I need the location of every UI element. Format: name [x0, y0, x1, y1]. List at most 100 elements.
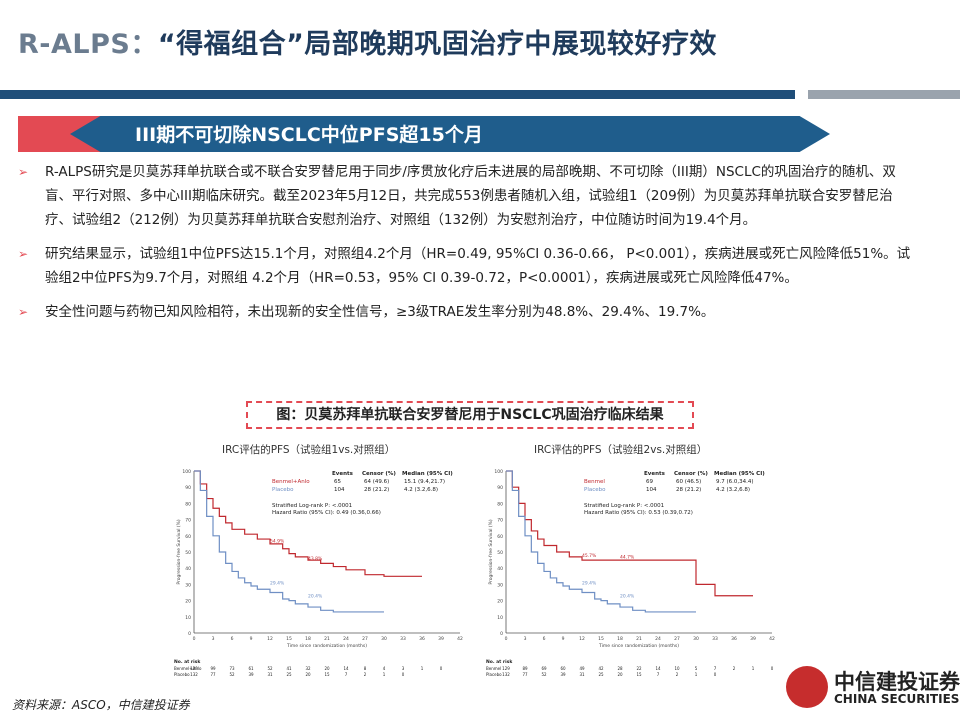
bullet-item: ➢ R-ALPS研究是贝莫苏拜单抗联合或不联合安罗替尼用于同步/序贯放化疗后未进… [18, 160, 918, 232]
table-header: Median (95% CI) [402, 471, 453, 477]
at-risk-value: 32 [305, 666, 311, 671]
table-header: Events [332, 471, 354, 477]
title-text: “得福组合”局部晚期巩固治疗中展现较好疗效 [157, 29, 717, 60]
y-tick-label: 10 [185, 615, 191, 621]
at-risk-value: 42 [598, 666, 604, 671]
at-risk-value: 89 [522, 666, 528, 671]
at-risk-value: 1 [421, 666, 424, 671]
bullet-text: 安全性问题与药物已知风险相符，未出现新的安全性信号，≥3级TRAE发生率分别为4… [45, 304, 715, 320]
table-header: Events [644, 471, 666, 477]
annotation-label: 43.8% [308, 556, 323, 562]
at-risk-value: 1 [383, 672, 386, 677]
annotation-label: 54.9% [270, 538, 285, 544]
at-risk-value: 41 [286, 666, 292, 671]
x-tick-label: 3 [524, 636, 527, 642]
annotation-label: 45.7% [582, 553, 597, 559]
x-tick-label: 3 [212, 636, 215, 642]
at-risk-value: 14 [343, 666, 349, 671]
x-tick-label: 15 [598, 636, 604, 642]
x-tick-label: 6 [231, 636, 234, 642]
km-curve-0 [194, 470, 422, 577]
at-risk-value: 69 [541, 666, 547, 671]
x-tick-label: 24 [343, 636, 349, 642]
x-tick-label: 36 [419, 636, 425, 642]
table-cell: 60 (46.5) [676, 479, 701, 485]
y-tick-label: 30 [185, 582, 191, 588]
at-risk-value: 20 [305, 672, 311, 677]
x-tick-label: 6 [543, 636, 546, 642]
at-risk-value: 31 [267, 672, 273, 677]
y-tick-label: 60 [497, 534, 503, 540]
at-risk-value: 2 [733, 666, 736, 671]
table-header: Censor (%) [674, 471, 708, 477]
y-tick-label: 50 [185, 550, 191, 556]
at-risk-value: 15 [324, 672, 330, 677]
at-risk-value: 20 [324, 666, 330, 671]
logo-en-text: CHINA SECURITIES [834, 692, 960, 706]
y-tick-label: 40 [497, 566, 503, 572]
at-risk-value: 77 [522, 672, 528, 677]
x-axis-label: Time since randomization (months) [286, 643, 367, 649]
km-chart-2: IRC评估的PFS（试验组2vs.对照组）0102030405060708090… [486, 443, 775, 677]
at-risk-value: 2 [676, 672, 679, 677]
ribbon-label: III期不可切除NSCLC中位PFS超15个月 [135, 124, 483, 146]
annotation-label: 20.4% [308, 593, 323, 599]
y-tick-label: 100 [182, 469, 191, 475]
x-tick-label: 24 [655, 636, 661, 642]
y-tick-label: 100 [494, 469, 503, 475]
at-risk-value: 39 [248, 672, 254, 677]
chart-title: IRC评估的PFS（试验组1vs.对照组） [222, 443, 395, 456]
x-tick-label: 15 [286, 636, 292, 642]
at-risk-value: 1 [695, 672, 698, 677]
x-tick-label: 21 [324, 636, 330, 642]
y-tick-label: 90 [497, 485, 503, 491]
at-risk-value: 77 [210, 672, 216, 677]
km-curve-0 [506, 470, 753, 597]
x-tick-label: 39 [750, 636, 756, 642]
at-risk-value: 52 [229, 672, 235, 677]
at-risk-value: 0 [771, 666, 774, 671]
at-risk-value: 129 [190, 666, 198, 671]
table-cell: 9.7 (6.0,34.4) [716, 479, 754, 485]
at-risk-value: 49 [579, 666, 585, 671]
y-tick-label: 80 [497, 501, 503, 507]
ribbon-banner [70, 116, 830, 152]
at-risk-label: Benmel [486, 666, 501, 671]
table-cell: 64 (49.6) [364, 479, 389, 485]
x-tick-label: 18 [305, 636, 311, 642]
at-risk-value: 28 [617, 666, 623, 671]
company-logo: 中信建投证券 CHINA SECURITIES [786, 664, 960, 716]
at-risk-value: 22 [636, 666, 642, 671]
bullet-item: ➢ 研究结果显示，试验组1中位PFS达15.1个月，对照组4.2个月（HR=0.… [18, 242, 918, 290]
at-risk-value: 99 [210, 666, 216, 671]
table-cell: 4.2 (3.2,6.8) [716, 487, 750, 493]
at-risk-value: 0 [402, 672, 405, 677]
at-risk-value: 129 [502, 666, 510, 671]
y-tick-label: 60 [185, 534, 191, 540]
x-tick-label: 9 [250, 636, 253, 642]
at-risk-value: 31 [579, 672, 585, 677]
y-tick-label: 0 [188, 631, 191, 637]
bullet-arrow-icon: ➢ [18, 247, 29, 261]
y-tick-label: 90 [185, 485, 191, 491]
at-risk-value: 7 [657, 672, 660, 677]
x-tick-label: 0 [505, 636, 508, 642]
at-risk-value: 14 [655, 666, 661, 671]
at-risk-value: 0 [440, 666, 443, 671]
at-risk-label: Benmel+Anlo [174, 666, 202, 671]
legend-entry: Benmel [584, 479, 605, 485]
at-risk-value: 60 [560, 666, 566, 671]
table-cell: 69 [646, 479, 653, 485]
at-risk-value: 52 [541, 672, 547, 677]
at-risk-value: 10 [674, 666, 680, 671]
at-risk-value: 61 [248, 666, 254, 671]
at-risk-value: 7 [714, 666, 717, 671]
at-risk-title: No. at risk [174, 659, 201, 665]
at-risk-value: 1 [752, 666, 755, 671]
km-curve-1 [506, 470, 696, 613]
bullet-arrow-icon: ➢ [18, 305, 29, 319]
x-tick-label: 36 [731, 636, 737, 642]
km-chart-1: IRC评估的PFS（试验组1vs.对照组）0102030405060708090… [174, 443, 463, 677]
x-tick-label: 33 [712, 636, 718, 642]
at-risk-value: 8 [364, 666, 367, 671]
